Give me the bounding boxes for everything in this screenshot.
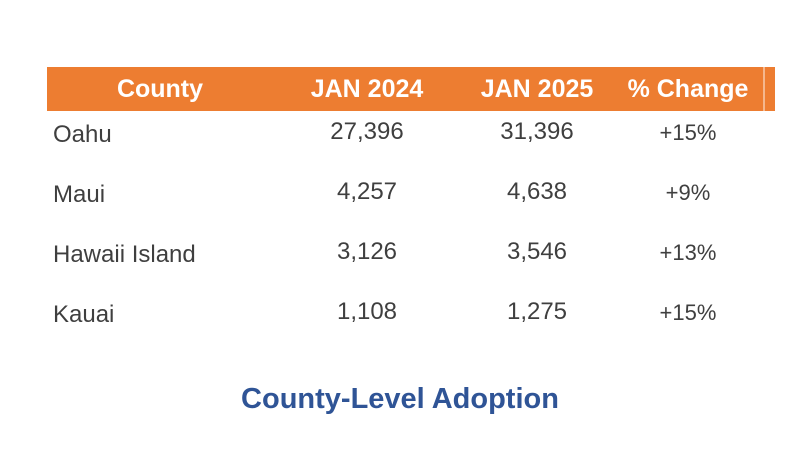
table-row: Hawaii Island 3,126 3,546 +13%: [47, 231, 775, 291]
cell-county: Kauai: [53, 301, 115, 328]
cell-jan-2025: 4,638: [506, 178, 568, 205]
table-caption: County-Level Adoption: [241, 383, 559, 415]
cell-county: Oahu: [53, 121, 112, 148]
cell-pct-change: +15%: [659, 120, 717, 145]
row-filler-cell: [763, 231, 775, 291]
row-filler-cell: [763, 171, 775, 231]
table-row: Oahu 27,396 31,396 +15%: [47, 111, 775, 171]
cell-county: Hawaii Island: [53, 241, 196, 268]
cell-pct-change: +13%: [659, 240, 717, 265]
cell-jan-2024: 27,396: [330, 118, 404, 145]
column-header-county: County: [116, 74, 204, 103]
cell-jan-2025: 31,396: [500, 118, 574, 145]
cell-jan-2024: 3,126: [336, 238, 398, 265]
cell-pct-change: +9%: [665, 180, 711, 205]
cell-jan-2024: 4,257: [336, 178, 398, 205]
cell-pct-change: +15%: [659, 300, 717, 325]
cell-jan-2025: 1,275: [506, 298, 568, 325]
cell-jan-2025: 3,546: [506, 238, 568, 265]
cell-county: Maui: [53, 181, 106, 208]
column-header-jan-2024: JAN 2024: [310, 74, 424, 103]
county-adoption-table: County JAN 2024 JAN 2025 % Change Oahu 2…: [47, 67, 775, 351]
table-row: Maui 4,257 4,638 +9%: [47, 171, 775, 231]
cell-jan-2024: 1,108: [336, 298, 398, 325]
row-filler-cell: [763, 291, 775, 351]
table-row: Kauai 1,108 1,275 +15%: [47, 291, 775, 351]
column-header-pct-change: % Change: [627, 74, 749, 103]
table-header-row: County JAN 2024 JAN 2025 % Change: [47, 67, 775, 111]
header-filler-cell: [763, 67, 775, 111]
row-filler-cell: [763, 111, 775, 171]
column-header-jan-2025: JAN 2025: [480, 74, 594, 103]
